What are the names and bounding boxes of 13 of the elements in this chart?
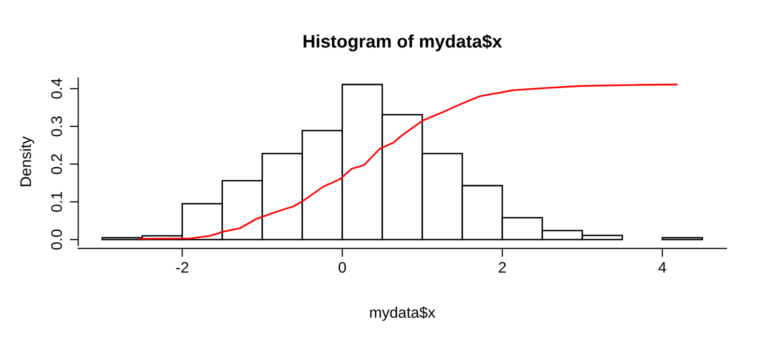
x-axis-title: mydata$x (370, 306, 436, 321)
y-tick-label: 0.0 (51, 230, 62, 250)
y-tick-label: 0.2 (51, 154, 62, 174)
line-series (139, 84, 678, 240)
y-tick-label: 0.1 (51, 192, 62, 212)
chart-title: Histogram of mydata$x (304, 34, 502, 52)
x-tick-label: 2 (498, 262, 506, 273)
x-tick-label: -2 (176, 262, 188, 273)
y-axis-title: Density (20, 136, 34, 186)
x-tick-label: 4 (658, 262, 666, 273)
y-tick-label: 0.3 (51, 116, 62, 136)
y-tick-label: 0.4 (51, 78, 62, 99)
x-tick-label: 0 (338, 262, 346, 273)
